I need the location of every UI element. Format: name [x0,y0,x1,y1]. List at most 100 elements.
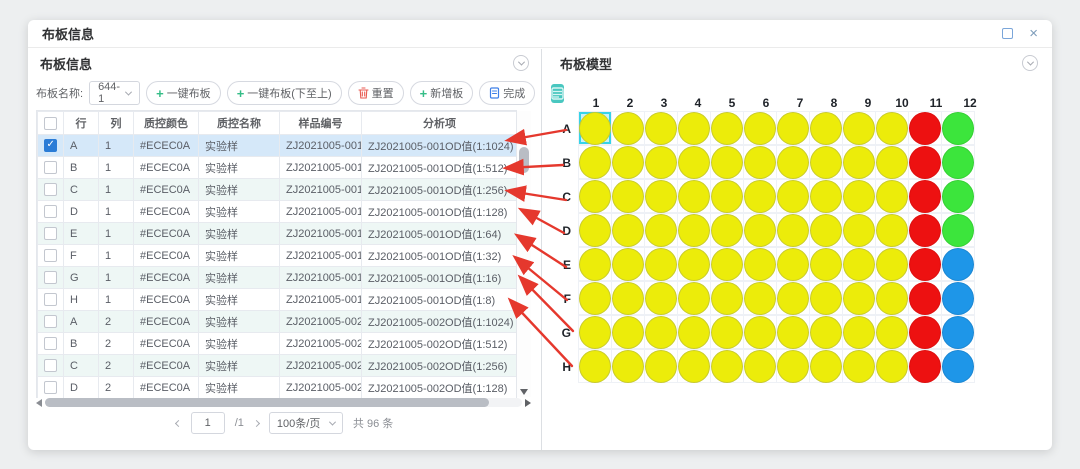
table-row[interactable]: D 2 #ECEC0A 实验样 ZJ2021005-002 ZJ2021005-002OD… [37,376,516,398]
table-row[interactable]: H 1 #ECEC0A 实验样 ZJ2021005-001 ZJ2021005-001OD… [37,288,516,311]
well-G6[interactable] [744,315,776,349]
hscroll-track[interactable] [45,398,522,407]
well-E1[interactable] [579,247,611,281]
row-checkbox[interactable] [44,337,57,350]
well-H9[interactable] [843,349,875,383]
well-C4[interactable] [678,179,710,213]
well-F12[interactable] [942,281,974,315]
well-H3[interactable] [645,349,677,383]
well-B8[interactable] [810,145,842,179]
row-checkbox[interactable] [44,293,57,306]
well-D6[interactable] [744,213,776,247]
well-F8[interactable] [810,281,842,315]
well-C5[interactable] [711,179,743,213]
well-G1[interactable] [579,315,611,349]
well-D8[interactable] [810,213,842,247]
add-plate-button[interactable]: + 新增板 [409,81,474,105]
well-G8[interactable] [810,315,842,349]
well-G12[interactable] [942,315,974,349]
page-number-input[interactable]: 1 [190,412,225,434]
well-C1[interactable] [579,179,611,213]
plate-name-select[interactable]: 644-1 [89,81,141,105]
row-checkbox[interactable] [44,249,57,262]
well-A9[interactable] [843,111,875,145]
well-B12[interactable] [942,145,974,179]
well-G7[interactable] [777,315,809,349]
row-checkbox[interactable] [44,381,57,394]
row-checkbox[interactable] [44,183,57,196]
well-G4[interactable] [678,315,710,349]
close-icon[interactable]: × [1029,25,1038,42]
one-click-layout-bottom-up-button[interactable]: + 一键布板(下至上) [226,81,342,105]
table-row[interactable]: A 2 #ECEC0A 实验样 ZJ2021005-002 ZJ2021005-002OD… [37,310,516,333]
well-A8[interactable] [810,111,842,145]
well-H2[interactable] [612,349,644,383]
well-E4[interactable] [678,247,710,281]
scroll-right-arrow-icon[interactable] [525,398,531,407]
reset-button[interactable]: 重置 [347,81,404,105]
well-B2[interactable] [612,145,644,179]
well-C8[interactable] [810,179,842,213]
row-checkbox[interactable] [44,205,57,218]
table-horizontal-scrollbar[interactable] [36,397,531,408]
well-E7[interactable] [777,247,809,281]
well-H6[interactable] [744,349,776,383]
row-checkbox[interactable] [44,139,57,152]
well-G10[interactable] [876,315,908,349]
well-E10[interactable] [876,247,908,281]
well-G5[interactable] [711,315,743,349]
collapse-left-panel-icon[interactable] [513,55,529,71]
well-E5[interactable] [711,247,743,281]
well-F9[interactable] [843,281,875,315]
row-checkbox[interactable] [44,359,57,372]
row-checkbox[interactable] [44,271,57,284]
well-C9[interactable] [843,179,875,213]
well-D9[interactable] [843,213,875,247]
well-F5[interactable] [711,281,743,315]
table-row[interactable]: F 1 #ECEC0A 实验样 ZJ2021005-001 ZJ2021005-001OD… [37,244,516,267]
select-all-checkbox[interactable] [44,116,57,130]
well-C3[interactable] [645,179,677,213]
well-C2[interactable] [612,179,644,213]
well-D1[interactable] [579,213,611,247]
well-B5[interactable] [711,145,743,179]
well-F11[interactable] [909,281,941,315]
well-D12[interactable] [942,213,974,247]
well-G11[interactable] [909,315,941,349]
well-F6[interactable] [744,281,776,315]
well-A2[interactable] [612,111,644,145]
well-A11[interactable] [909,111,941,145]
vscroll-thumb[interactable] [519,147,529,173]
page-size-select[interactable]: 100条/页 [268,412,343,434]
well-D11[interactable] [909,213,941,247]
well-G9[interactable] [843,315,875,349]
collapse-right-panel-icon[interactable] [1022,55,1038,71]
well-B6[interactable] [744,145,776,179]
table-row[interactable]: A1#ECEC0A实验样ZJ2021005-001ZJ2021005-001OD… [37,134,516,157]
table-row[interactable]: G 1 #ECEC0A 实验样 ZJ2021005-001 ZJ2021005-001OD… [37,266,516,289]
one-click-layout-button[interactable]: + 一键布板 [146,81,221,105]
well-F4[interactable] [678,281,710,315]
well-H12[interactable] [942,349,974,383]
well-D4[interactable] [678,213,710,247]
well-E9[interactable] [843,247,875,281]
well-G2[interactable] [612,315,644,349]
table-row[interactable]: B 1 #ECEC0A 实验样 ZJ2021005-001 ZJ2021005-001OD… [37,156,516,179]
well-D10[interactable] [876,213,908,247]
well-E2[interactable] [612,247,644,281]
table-row[interactable]: C 1 #ECEC0A 实验样 ZJ2021005-001 ZJ2021005-001OD… [37,178,516,201]
well-E8[interactable] [810,247,842,281]
table-vertical-scrollbar[interactable] [517,111,531,397]
well-C10[interactable] [876,179,908,213]
scroll-down-arrow-icon[interactable] [520,389,528,395]
well-A3[interactable] [645,111,677,145]
well-B9[interactable] [843,145,875,179]
well-B1[interactable] [579,145,611,179]
well-E11[interactable] [909,247,941,281]
well-D7[interactable] [777,213,809,247]
table-row[interactable]: B 2 #ECEC0A 实验样 ZJ2021005-002 ZJ2021005-002OD… [37,332,516,355]
well-F3[interactable] [645,281,677,315]
well-A4[interactable] [678,111,710,145]
row-checkbox[interactable] [44,161,57,174]
well-A7[interactable] [777,111,809,145]
